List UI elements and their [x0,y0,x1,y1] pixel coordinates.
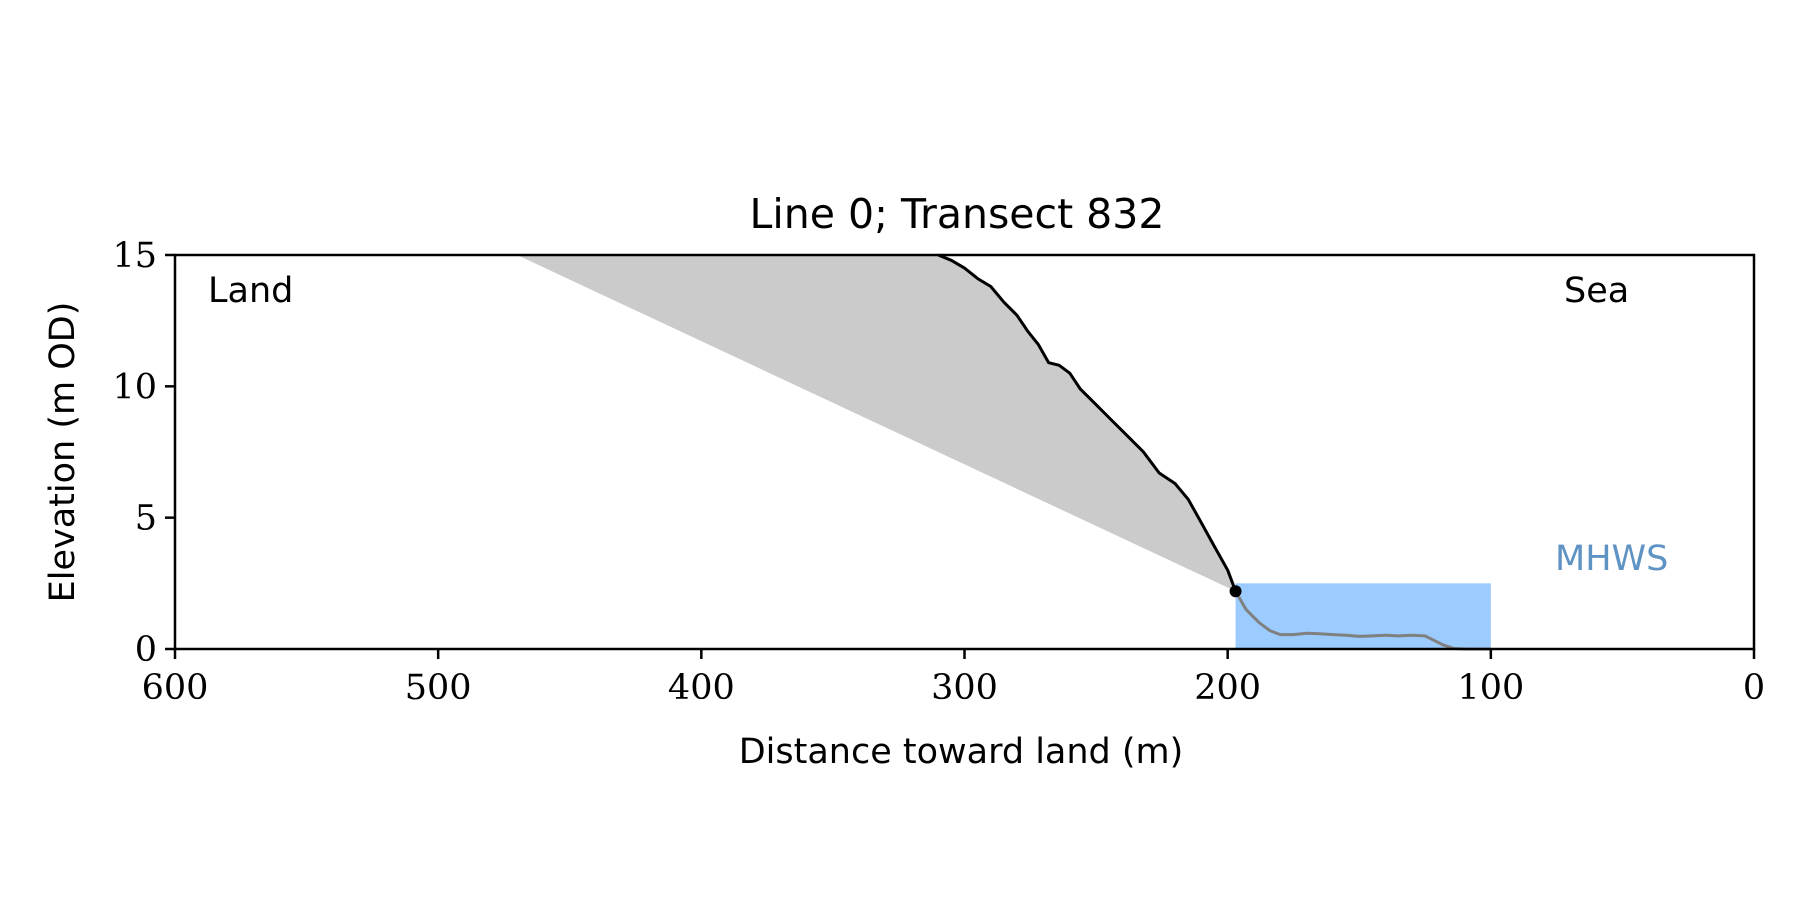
mhws-label: MHWS [1555,539,1668,579]
cliff-profile-line [937,253,1238,592]
x-tick-label: 0 [1743,668,1765,708]
y-tick-label: 5 [135,499,157,539]
land-label: Land [208,271,293,311]
y-tick-label: 10 [112,367,157,407]
sea-label: Sea [1564,271,1629,311]
x-tick-label: 200 [1194,668,1261,708]
seabed-profile-line [1234,590,1491,651]
chart-title: Line 0; Transect 832 [750,190,1165,238]
x-tick-label: 100 [1457,668,1524,708]
plot-area [517,253,1491,651]
x-axis-label: Distance toward land (m) [739,732,1184,772]
x-tick-label: 400 [668,668,735,708]
x-tick-label: 600 [142,668,209,708]
mhws-water-band [1235,583,1491,649]
y-axis: 0 5 10 15 [112,236,175,670]
y-axis-label: Elevation (m OD) [43,302,83,603]
x-tick-label: 500 [405,668,472,708]
y-tick-label: 0 [135,630,157,670]
y-tick-label: 15 [112,236,157,276]
erosion-wedge-area [517,255,1236,592]
x-axis: 600 500 400 300 200 100 0 [142,649,1765,708]
cliff-toe-point [1229,585,1242,598]
x-tick-label: 300 [931,668,998,708]
